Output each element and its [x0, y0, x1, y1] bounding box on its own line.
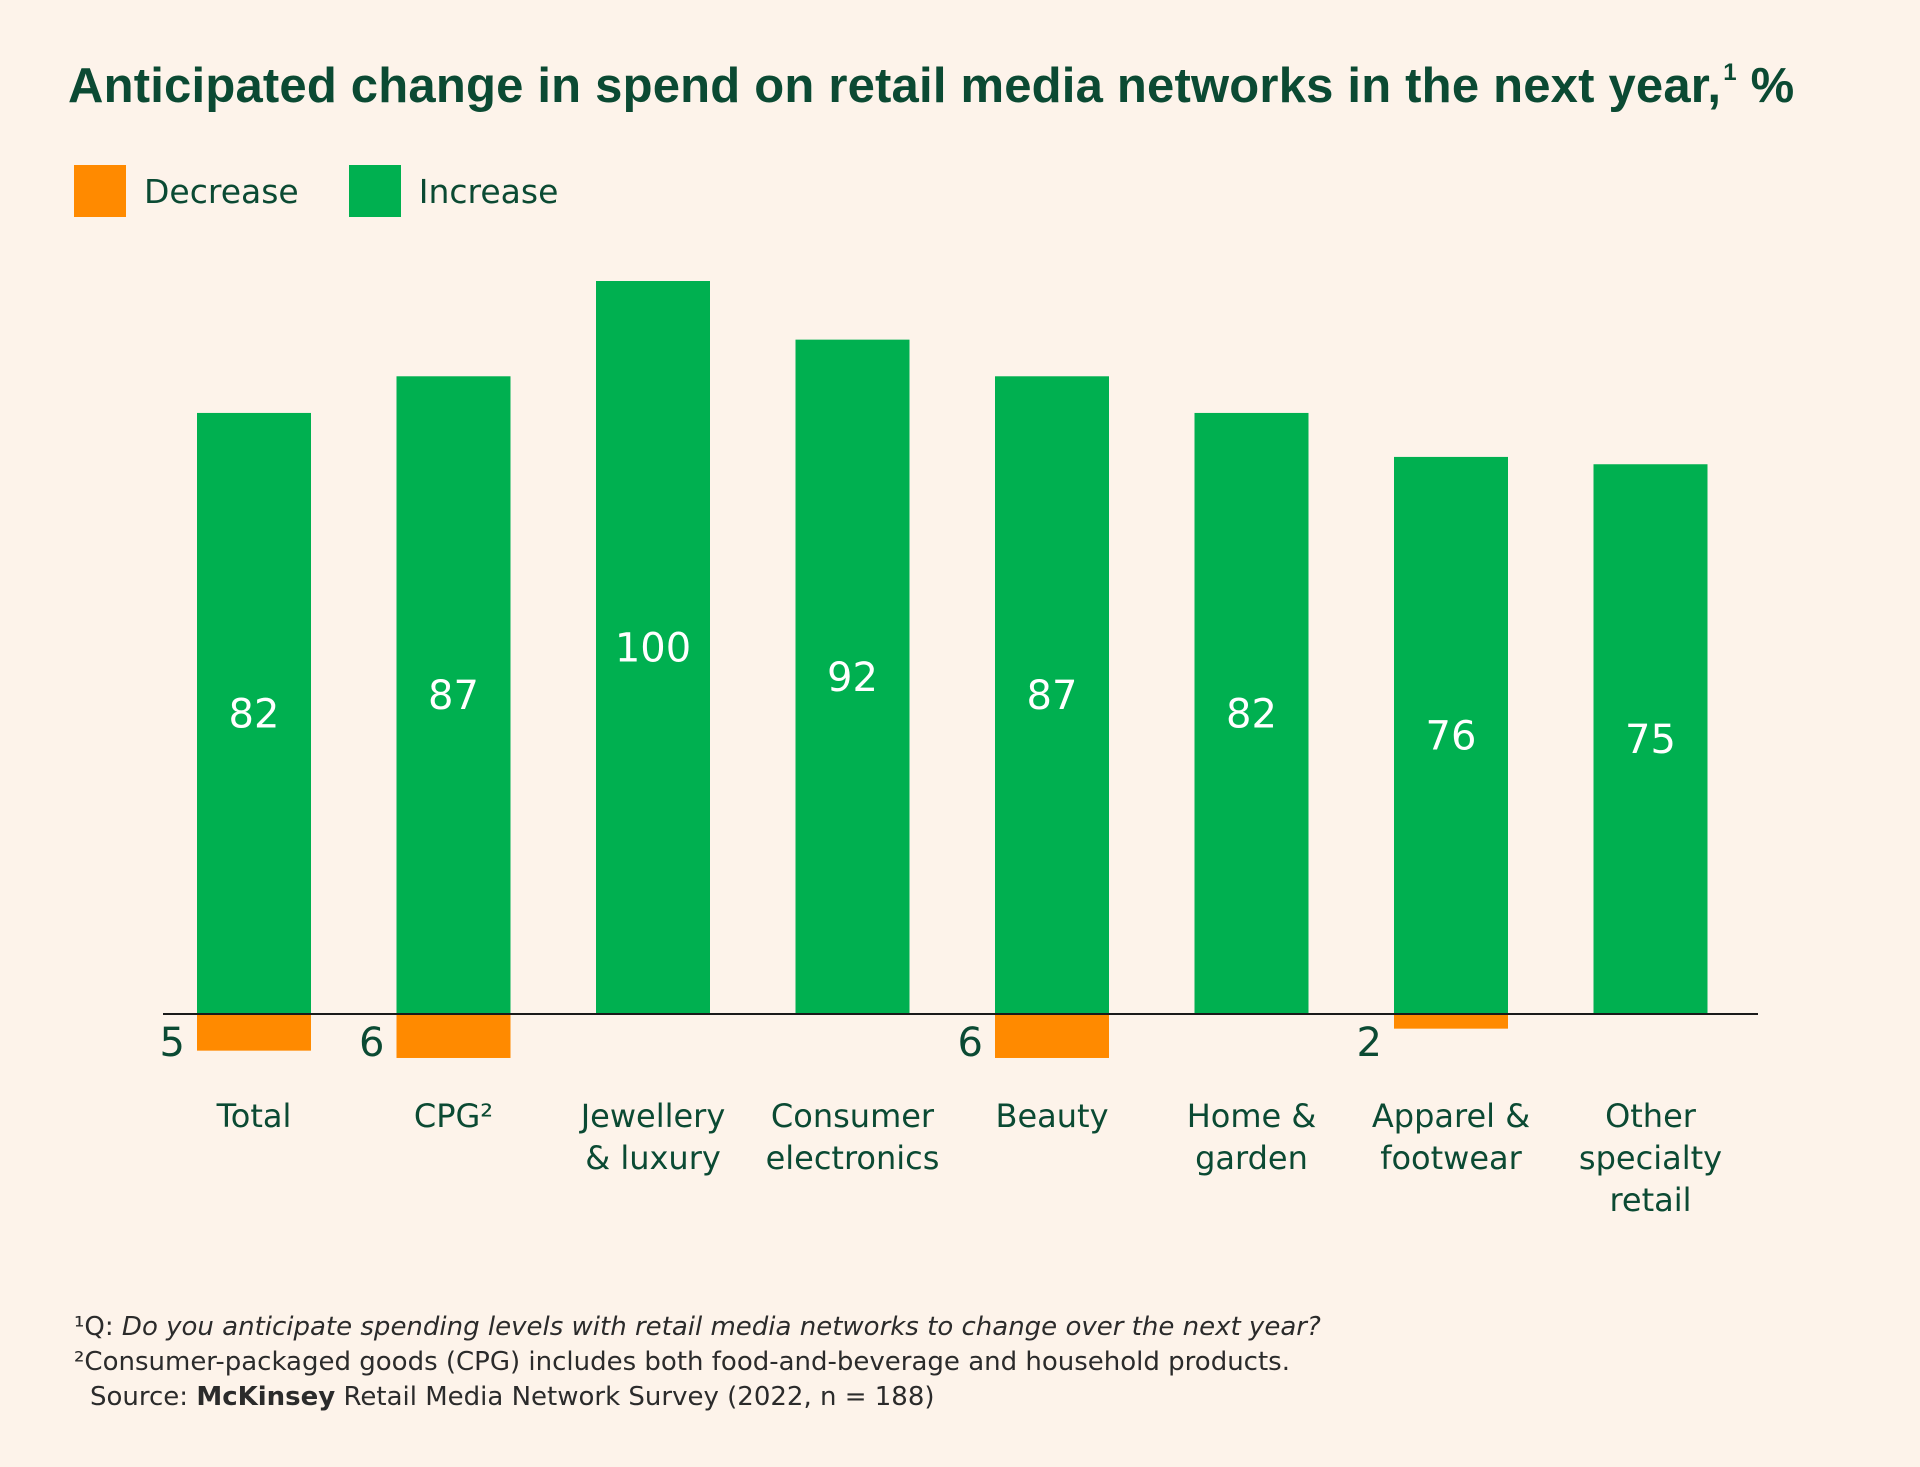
category-label: specialty [1579, 1139, 1722, 1177]
decrease-value-label: 6 [359, 1020, 384, 1066]
bar-decrease [1394, 1014, 1508, 1029]
legend-label-decrease: Decrease [144, 171, 299, 211]
category-label: Other [1605, 1097, 1697, 1135]
footnote-question-text: Do you anticipate spending levels with r… [121, 1312, 1321, 1342]
title-unit: % [1750, 59, 1795, 113]
legend: Decrease Increase [74, 165, 608, 217]
decrease-value-label: 2 [1357, 1020, 1382, 1066]
decrease-value-label: 5 [160, 1020, 185, 1066]
bar-increase [1593, 464, 1708, 1014]
bar-value-label: 82 [229, 691, 280, 737]
bar-increase [396, 376, 511, 1014]
legend-swatch-decrease [74, 165, 126, 217]
chart-title: Anticipated change in spend on retail me… [68, 58, 1794, 114]
category-label: Beauty [995, 1097, 1108, 1135]
source-note: Source: McKinsey Retail Media Network Su… [90, 1382, 935, 1412]
source-prefix: Source: [90, 1382, 197, 1412]
category-label: garden [1195, 1139, 1308, 1177]
bar-increase [596, 281, 710, 1014]
footnote-question-prefix: ¹Q: [74, 1312, 122, 1342]
bar-value-label: 87 [1027, 673, 1078, 719]
bar-value-label: 76 [1426, 713, 1477, 759]
category-label: Consumer [771, 1097, 935, 1135]
bar-value-label: 75 [1625, 717, 1676, 763]
category-label: CPG² [414, 1097, 493, 1135]
category-label: & luxury [585, 1139, 721, 1177]
category-label: Apparel & [1372, 1097, 1530, 1135]
legend-item-decrease: Decrease [74, 165, 299, 217]
bar-value-label: 82 [1226, 691, 1277, 737]
bar-chart: 82 5 Total 87 6 CPG² 100 Jewellery & luxury 92 Con… [160, 281, 1758, 1219]
category-label: footwear [1380, 1139, 1522, 1177]
category-label: Home & [1187, 1097, 1317, 1135]
bar-increase [995, 376, 1109, 1014]
legend-swatch-increase [348, 165, 401, 217]
category-label: retail [1609, 1181, 1691, 1219]
category-label: Jewellery [579, 1097, 726, 1135]
bar-increase [1194, 412, 1309, 1014]
bar-value-label: 100 [615, 626, 691, 672]
footnote-question: ¹Q: Do you anticipate spending levels wi… [74, 1312, 1321, 1342]
source-rest: Retail Media Network Survey (2022, n = 1… [335, 1382, 935, 1412]
category-label: Total [216, 1097, 292, 1135]
bar-increase [795, 339, 910, 1014]
legend-label-increase: Increase [418, 171, 559, 211]
category-label: electronics [766, 1139, 940, 1177]
footnote-cpg: ²Consumer-packaged goods (CPG) includes … [74, 1347, 1290, 1377]
bar-decrease [995, 1014, 1109, 1058]
legend-item-increase: Increase [348, 165, 559, 217]
bar-increase [197, 412, 311, 1014]
bar-value-label: 92 [827, 655, 878, 701]
bar-decrease [197, 1014, 311, 1051]
bar-value-label: 87 [428, 673, 479, 719]
bar-increase [1394, 456, 1508, 1014]
bar-decrease [396, 1014, 511, 1058]
decrease-value-label: 6 [958, 1020, 983, 1066]
chart-title-text: Anticipated change in spend on retail me… [68, 59, 1722, 113]
title-footnote-marker: 1 [1723, 59, 1737, 86]
source-brand: McKinsey [196, 1382, 336, 1412]
